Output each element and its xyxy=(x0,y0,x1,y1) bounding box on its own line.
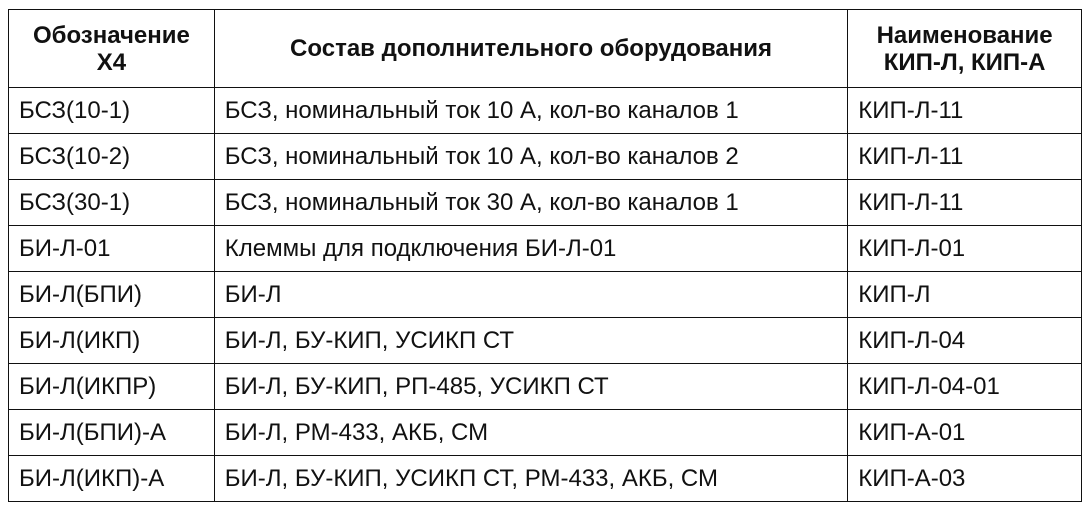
cell-composition: БСЗ, номинальный ток 10 А, кол-во канало… xyxy=(213,133,849,180)
cell-designation: БИ-Л(БПИ) xyxy=(8,271,215,318)
table-row: БСЗ(10-2) БСЗ, номинальный ток 10 А, кол-… xyxy=(8,133,1082,180)
cell-name: КИП-Л-11 xyxy=(847,87,1082,134)
cell-designation: БИ-Л(ИКПР) xyxy=(8,363,215,410)
table-row: БИ-Л-01 Клеммы для подключения БИ-Л-01 КИП… xyxy=(8,225,1082,272)
cell-composition: Клеммы для подключения БИ-Л-01 xyxy=(213,225,849,272)
cell-name: КИП-Л-04 xyxy=(847,317,1082,364)
header-text: Х4 xyxy=(96,48,127,76)
table-row: БСЗ(10-1) БСЗ, номинальный ток 10 А, кол-… xyxy=(8,87,1082,134)
cell-name: КИП-Л-04-01 xyxy=(847,363,1082,410)
cell-designation: БИ-Л(ИКП) xyxy=(8,317,215,364)
cell-composition: БСЗ, номинальный ток 10 А, кол-во канало… xyxy=(213,87,849,134)
cell-designation: БИ-Л(БПИ)-А xyxy=(8,409,215,456)
table-row: БИ-Л(ИКП)-А БИ-Л, БУ-КИП, УСИКП СТ, РМ-43… xyxy=(8,455,1082,502)
header-name: Наименование КИП-Л, КИП-А xyxy=(847,9,1082,88)
cell-composition: БИ-Л, БУ-КИП, РП-485, УСИКП СТ xyxy=(213,363,849,410)
cell-composition: БИ-Л, БУ-КИП, УСИКП СТ, РМ-433, АКБ, СМ xyxy=(213,455,849,502)
cell-composition: БИ-Л xyxy=(213,271,849,318)
cell-designation: БСЗ(30-1) xyxy=(8,179,215,226)
table-row: БИ-Л(ИКПР) БИ-Л, БУ-КИП, РП-485, УСИКП СТ… xyxy=(8,363,1082,410)
header-text: КИП-Л, КИП-А xyxy=(883,48,1046,76)
table-row: БСЗ(30-1) БСЗ, номинальный ток 30 А, кол-… xyxy=(8,179,1082,226)
table-row: БИ-Л(БПИ)-А БИ-Л, РМ-433, АКБ, СМ КИП-А-01 xyxy=(8,409,1082,456)
cell-designation: БСЗ(10-1) xyxy=(8,87,215,134)
cell-composition: БСЗ, номинальный ток 30 А, кол-во канало… xyxy=(213,179,849,226)
cell-designation: БСЗ(10-2) xyxy=(8,133,215,180)
cell-name: КИП-Л xyxy=(847,271,1082,318)
cell-designation: БИ-Л(ИКП)-А xyxy=(8,455,215,502)
table-row: БИ-Л(ИКП) БИ-Л, БУ-КИП, УСИКП СТ КИП-Л-04 xyxy=(8,317,1082,364)
cell-designation: БИ-Л-01 xyxy=(8,225,215,272)
header-text: Состав дополнительного оборудования xyxy=(290,35,772,62)
equipment-table: Обозначение Х4 Состав дополнительного обо… xyxy=(8,9,1082,502)
header-text: Обозначение xyxy=(32,21,190,49)
cell-name: КИП-Л-11 xyxy=(847,179,1082,226)
cell-name: КИП-А-03 xyxy=(847,455,1082,502)
header-designation: Обозначение Х4 xyxy=(8,9,215,88)
cell-name: КИП-Л-01 xyxy=(847,225,1082,272)
header-row: Обозначение Х4 Состав дополнительного обо… xyxy=(8,9,1082,88)
cell-name: КИП-А-01 xyxy=(847,409,1082,456)
header-text: Наименование xyxy=(876,21,1053,49)
table-row: БИ-Л(БПИ) БИ-Л КИП-Л xyxy=(8,271,1082,318)
header-composition: Состав дополнительного оборудования xyxy=(213,9,849,88)
cell-composition: БИ-Л, БУ-КИП, УСИКП СТ xyxy=(213,317,849,364)
cell-composition: БИ-Л, РМ-433, АКБ, СМ xyxy=(213,409,849,456)
cell-name: КИП-Л-11 xyxy=(847,133,1082,180)
